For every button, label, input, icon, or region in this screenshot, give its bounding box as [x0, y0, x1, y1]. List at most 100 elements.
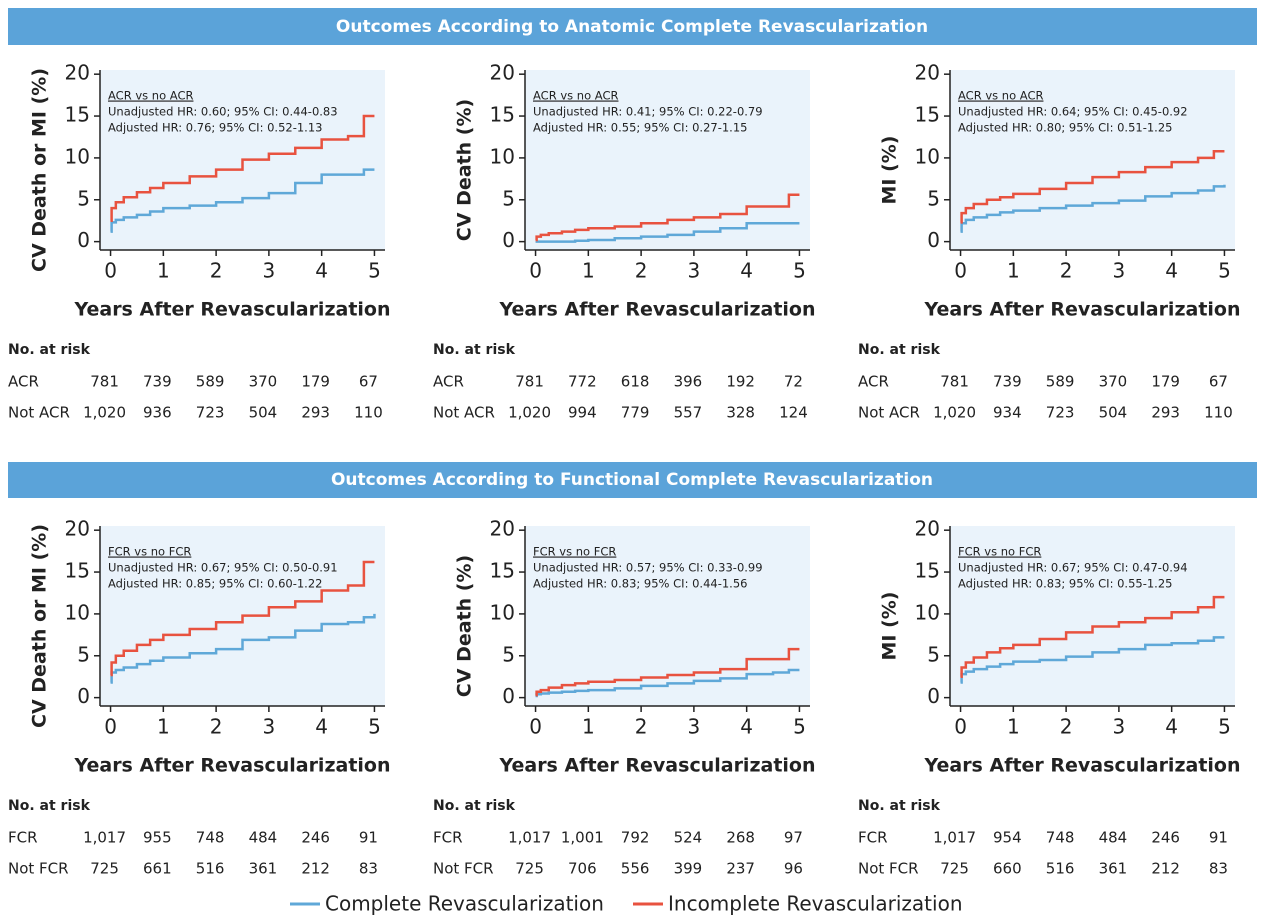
risk-row-label: FCR — [433, 829, 463, 847]
risk-table-title: No. at risk — [433, 342, 516, 358]
risk-value: 772 — [568, 373, 597, 391]
section-title: Outcomes According to Anatomic Complete … — [336, 17, 928, 37]
km-curve — [110, 114, 375, 222]
risk-value: 1,017 — [83, 829, 126, 847]
risk-value: 954 — [993, 829, 1022, 847]
risk-value: 361 — [249, 860, 278, 878]
km-curve — [110, 168, 375, 233]
x-tick-label: 5 — [1218, 259, 1231, 283]
x-tick-label: 5 — [1218, 715, 1231, 739]
x-tick-label: 4 — [315, 259, 328, 283]
x-tick-label: 5 — [793, 259, 806, 283]
y-tick-label: 15 — [915, 559, 940, 583]
y-tick-label: 10 — [490, 144, 515, 168]
risk-value: 91 — [359, 829, 378, 847]
x-tick-label: 3 — [688, 715, 701, 739]
x-tick-label: 5 — [793, 715, 806, 739]
x-axis-label: Years After Revascularization — [923, 755, 1240, 777]
risk-value: 110 — [1204, 404, 1233, 422]
risk-value: 706 — [568, 860, 597, 878]
x-tick-label: 1 — [582, 715, 595, 739]
y-tick-label: 5 — [502, 186, 515, 210]
km-curve — [535, 647, 800, 697]
risk-table-title: No. at risk — [8, 798, 91, 814]
annotation: Adjusted HR: 0.76; 95% CI: 0.52-1.13 — [108, 121, 322, 135]
annotation: Unadjusted HR: 0.64; 95% CI: 0.45-0.92 — [958, 105, 1188, 119]
risk-value: 739 — [993, 373, 1022, 391]
x-tick-label: 3 — [688, 259, 701, 283]
x-tick-label: 1 — [582, 259, 595, 283]
risk-value: 396 — [674, 373, 703, 391]
y-tick-label: 15 — [490, 103, 515, 127]
y-tick-label: 20 — [65, 517, 90, 541]
risk-value: 179 — [301, 373, 330, 391]
risk-row-label: Not ACR — [433, 404, 495, 422]
y-tick-label: 15 — [65, 103, 90, 127]
y-tick-label: 10 — [65, 144, 90, 168]
risk-value: 516 — [196, 860, 225, 878]
risk-value: 370 — [249, 373, 278, 391]
risk-value: 589 — [196, 373, 225, 391]
risk-value: 725 — [940, 860, 969, 878]
risk-row-label: Not FCR — [858, 860, 919, 878]
x-tick-label: 3 — [263, 715, 276, 739]
risk-value: 934 — [993, 404, 1022, 422]
risk-value: 557 — [674, 404, 703, 422]
x-tick-label: 4 — [740, 715, 753, 739]
km-curve — [960, 636, 1225, 684]
km-curve — [535, 221, 800, 243]
y-tick-label: 10 — [915, 144, 940, 168]
risk-row-label: Not ACR — [8, 404, 70, 422]
y-tick-label: 15 — [65, 559, 90, 583]
y-tick-label: 15 — [915, 103, 940, 127]
x-tick-label: 4 — [740, 259, 753, 283]
risk-value: 484 — [249, 829, 278, 847]
risk-value: 124 — [779, 404, 808, 422]
risk-value: 618 — [621, 373, 650, 391]
x-axis-label: Years After Revascularization — [73, 299, 390, 321]
y-axis-label: CV Death or MI (%) — [29, 68, 51, 272]
y-tick-label: 0 — [77, 684, 90, 708]
risk-row-label: Not FCR — [433, 860, 494, 878]
km-curve — [535, 668, 800, 698]
x-tick-label: 3 — [1113, 259, 1126, 283]
y-tick-label: 0 — [502, 684, 515, 708]
x-tick-label: 2 — [210, 715, 223, 739]
risk-value: 723 — [196, 404, 225, 422]
risk-value: 504 — [1099, 404, 1128, 422]
risk-value: 748 — [196, 829, 225, 847]
risk-value: 725 — [90, 860, 119, 878]
risk-value: 1,001 — [561, 829, 604, 847]
annotation: ACR vs no ACR — [108, 89, 193, 103]
risk-value: 739 — [143, 373, 172, 391]
risk-value: 212 — [301, 860, 330, 878]
y-axis-label: MI (%) — [879, 136, 901, 205]
y-tick-label: 5 — [77, 642, 90, 666]
risk-row-label: FCR — [8, 829, 38, 847]
risk-value: 484 — [1099, 829, 1128, 847]
x-tick-label: 3 — [263, 259, 276, 283]
risk-value: 246 — [1151, 829, 1180, 847]
x-tick-label: 0 — [529, 259, 542, 283]
x-tick-label: 2 — [635, 259, 648, 283]
risk-value: 361 — [1099, 860, 1128, 878]
risk-row-label: FCR — [858, 829, 888, 847]
risk-table-title: No. at risk — [433, 798, 516, 814]
section-header — [8, 462, 1257, 498]
risk-value: 96 — [784, 860, 803, 878]
risk-value: 779 — [621, 404, 650, 422]
risk-value: 781 — [90, 373, 119, 391]
plot-area — [950, 526, 1235, 706]
x-tick-label: 0 — [529, 715, 542, 739]
x-axis-label: Years After Revascularization — [498, 755, 815, 777]
y-tick-label: 5 — [927, 186, 940, 210]
annotation: ACR vs no ACR — [533, 89, 618, 103]
y-tick-label: 10 — [490, 600, 515, 624]
y-tick-label: 5 — [77, 186, 90, 210]
km-curve — [535, 193, 800, 242]
km-curve — [960, 184, 1226, 233]
risk-value: 67 — [1209, 373, 1228, 391]
risk-value: 589 — [1046, 373, 1075, 391]
x-tick-label: 2 — [1060, 715, 1073, 739]
risk-value: 723 — [1046, 404, 1075, 422]
